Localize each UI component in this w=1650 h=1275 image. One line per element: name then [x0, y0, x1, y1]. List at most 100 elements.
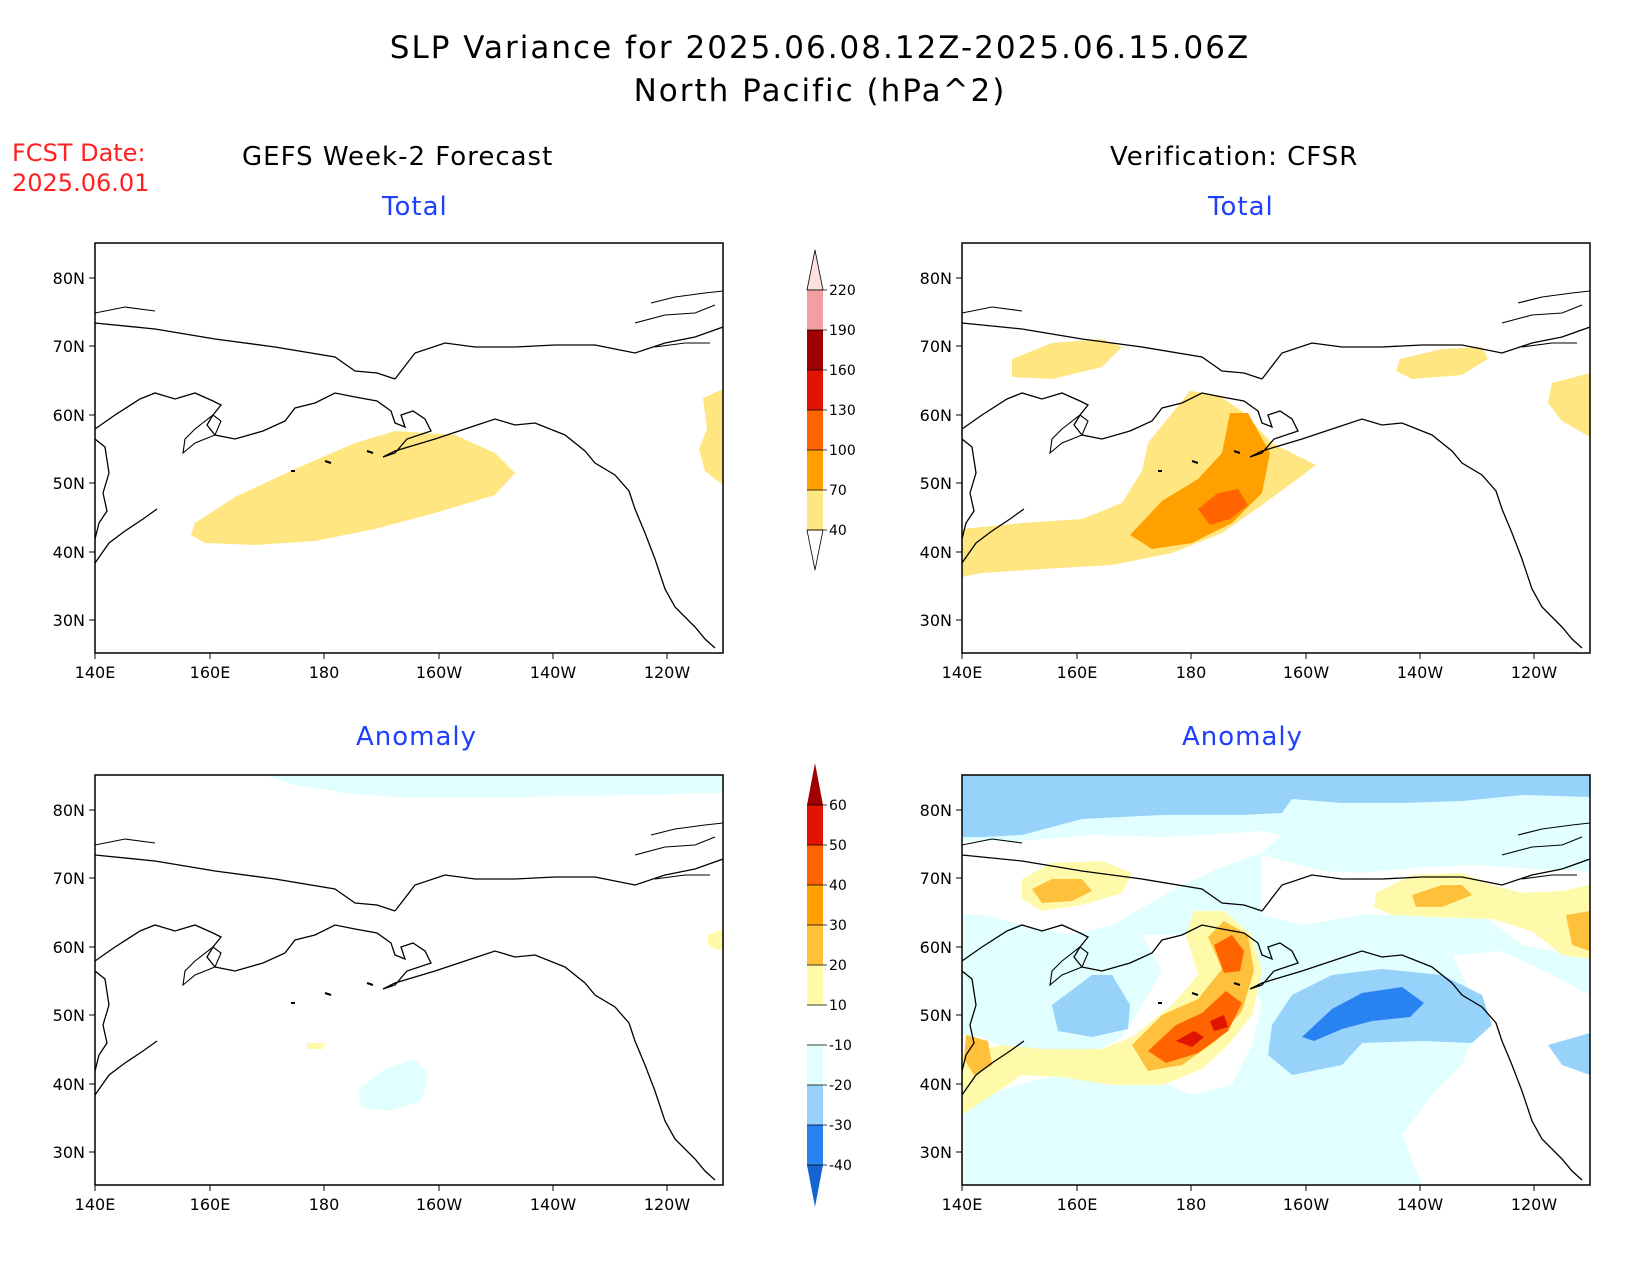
contour-40-fcst-total [191, 431, 515, 545]
lat-label: 30N [920, 1143, 952, 1162]
lat-label: 40N [53, 543, 85, 562]
colorbar-total-box [807, 370, 823, 410]
fcst-date-value: 2025.06.01 [12, 169, 150, 197]
lat-label: 80N [53, 269, 85, 288]
colorbar-total-label: 40 [829, 523, 847, 539]
lon-label: 160E [1057, 663, 1098, 682]
column-title-verification: Verification: CFSR [1110, 142, 1359, 172]
panel-title-fcst-total: Total [382, 192, 448, 222]
colorbar-anom-label: -10 [829, 1038, 852, 1054]
colorbar-total-box [807, 410, 823, 450]
contour-40-fcst-total-east [699, 389, 723, 485]
contour-50-verif-a [1176, 1031, 1204, 1047]
contour-20-verif-east [1566, 911, 1590, 951]
lon-label: 180 [1176, 663, 1207, 682]
lat-label: 40N [920, 543, 952, 562]
colorbar-anom-label: -30 [829, 1118, 852, 1134]
colorbar-total-label: 190 [829, 323, 856, 339]
contour-40-verif-arctic-e [1396, 347, 1488, 379]
contour-neg20-verif-east [1548, 1033, 1590, 1075]
lon-label: 160E [190, 663, 231, 682]
contour-neg10-verif-sw [1002, 1109, 1088, 1149]
colorbar-anom-label: 40 [829, 878, 847, 894]
lon-label: 140E [942, 1195, 983, 1214]
lon-label: 140W [530, 1195, 577, 1214]
contour-100-verif [1198, 489, 1248, 525]
lat-label: 30N [53, 611, 85, 630]
lat-label: 60N [53, 938, 85, 957]
axis-labels: 80N 70N 60N 50N 40N 30N 140E 160E 180 160W 140W 120… [53, 269, 1558, 1214]
colorbar-total-label: 160 [829, 363, 856, 379]
colorbar-total-arrow-top [806, 249, 824, 291]
lat-label: 50N [53, 474, 85, 493]
colorbar-anom-label: 50 [829, 838, 847, 854]
lon-label: 160W [416, 1195, 463, 1214]
map-panel-fcst-anom [94, 774, 724, 1186]
colorbar-anom-box [807, 805, 823, 845]
colorbar-anom-arrow-top [807, 763, 823, 805]
colorbar-anom-label: -40 [829, 1158, 852, 1174]
lat-label: 80N [53, 801, 85, 820]
colorbar-anom-box [807, 965, 823, 1005]
lat-label: 60N [920, 938, 952, 957]
colorbar-total-label: 70 [829, 483, 847, 499]
colorbar-total-box [807, 330, 823, 370]
lon-label: 180 [309, 1195, 340, 1214]
colorbar-anom-box [807, 1005, 823, 1045]
lat-label: 80N [920, 801, 952, 820]
lat-label: 50N [920, 1006, 952, 1025]
lat-label: 70N [53, 869, 85, 888]
lon-label: 120W [1511, 663, 1558, 682]
contour-neg20-verif-okhotsk [1052, 975, 1130, 1037]
panel-title-fcst-anom: Anomaly [356, 722, 478, 752]
lon-label: 160W [1283, 1195, 1330, 1214]
colorbar-anom-label: 20 [829, 958, 847, 974]
colorbar-anom-box [807, 925, 823, 965]
lon-label: 180 [309, 663, 340, 682]
column-title-forecast: GEFS Week-2 Forecast [242, 142, 554, 172]
lon-label: 140W [530, 663, 577, 682]
lon-label: 140E [75, 663, 116, 682]
panel-title-verif-total: Total [1208, 192, 1274, 222]
colorbar-anom-arrow-bottom [807, 1165, 823, 1207]
lat-label: 50N [920, 474, 952, 493]
map-panel-verif-anom [961, 774, 1591, 1186]
contour-zero-verif-east-coast [1402, 951, 1590, 1185]
lon-label: 160E [1057, 1195, 1098, 1214]
lon-label: 120W [1511, 1195, 1558, 1214]
colorbar-total-box [807, 490, 823, 530]
lon-label: 120W [644, 663, 691, 682]
colorbar-total-box [807, 450, 823, 490]
lat-label: 40N [53, 1075, 85, 1094]
colorbar-anomaly: -40 -30 -20 -10 10 20 30 40 50 60 [807, 763, 852, 1207]
contour-20-verif-arctic-e [1412, 885, 1472, 907]
lat-label: 50N [53, 1006, 85, 1025]
lat-label: 60N [920, 406, 952, 425]
colorbar-total-label: 220 [829, 283, 856, 299]
colorbar-total-arrow-bottom [806, 529, 824, 571]
lat-label: 40N [920, 1075, 952, 1094]
lat-label: 30N [920, 611, 952, 630]
map-panel-fcst-total [94, 242, 724, 654]
lat-label: 70N [53, 337, 85, 356]
colorbar-anom-box [807, 1045, 823, 1085]
contour-neg20-verif-gulf [1268, 969, 1492, 1075]
contour-neg20-verif-north [962, 775, 1590, 837]
lat-label: 70N [920, 869, 952, 888]
contour-40-verif-north-arm [1214, 935, 1244, 973]
lon-label: 140W [1397, 663, 1444, 682]
colorbar-anom-label: 30 [829, 918, 847, 934]
lat-label: 30N [53, 1143, 85, 1162]
contour-40-verif-arctic-w [1012, 339, 1122, 379]
lat-label: 80N [920, 269, 952, 288]
contour-neg30-verif-gulf [1302, 987, 1424, 1041]
contour-20-verif-arctic-w [1032, 879, 1092, 903]
colorbar-anom-box [807, 1085, 823, 1125]
contour-40-verif-main [1148, 991, 1242, 1063]
contour-50-verif-b [1210, 1015, 1228, 1031]
contour-40-verif-east [1548, 373, 1590, 437]
contour-10-fcst-spot [307, 1043, 325, 1049]
colorbar-total-box [807, 290, 823, 330]
colorbar-total-label: 100 [829, 443, 856, 459]
